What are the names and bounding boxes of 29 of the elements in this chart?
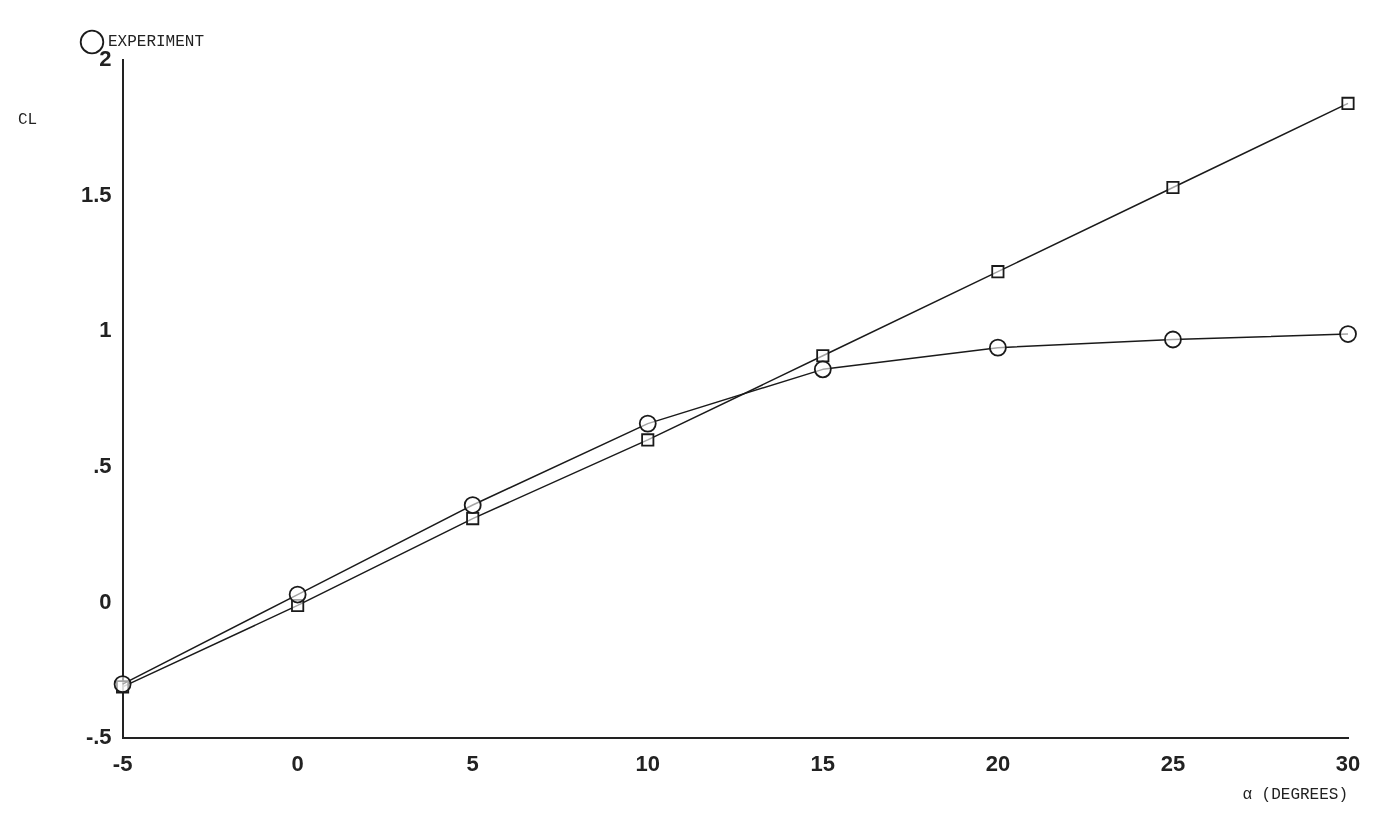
x-axis-title: α (DEGREES) [1242, 785, 1348, 804]
x-tick-label: -5 [112, 750, 133, 776]
x-tick-label: 30 [1335, 750, 1361, 776]
point [991, 265, 1005, 279]
point [638, 414, 657, 433]
point [1341, 96, 1355, 110]
point [1166, 180, 1180, 195]
point [288, 585, 307, 604]
point [463, 496, 482, 514]
point [816, 349, 830, 363]
point [1164, 330, 1182, 349]
x-tick-label: 10 [635, 750, 660, 776]
point [988, 338, 1007, 357]
x-tick-label: 5 [466, 750, 479, 776]
point [113, 675, 132, 694]
x-tick-label: 15 [810, 750, 836, 776]
y-axis-title: CL [18, 111, 38, 130]
y-tick-label: 1 [99, 317, 112, 343]
point [466, 512, 480, 526]
x-tick-label: 0 [291, 750, 304, 776]
x-tick-label: 20 [985, 750, 1011, 776]
y-tick-label: .5 [93, 453, 112, 479]
y-tick-label: -.5 [85, 724, 112, 750]
point [1339, 325, 1357, 343]
y-tick-label: 1.5 [80, 181, 112, 207]
point [813, 360, 832, 379]
y-tick-label: 0 [99, 588, 112, 614]
point [641, 433, 655, 447]
x-tick-label: 25 [1160, 750, 1186, 776]
